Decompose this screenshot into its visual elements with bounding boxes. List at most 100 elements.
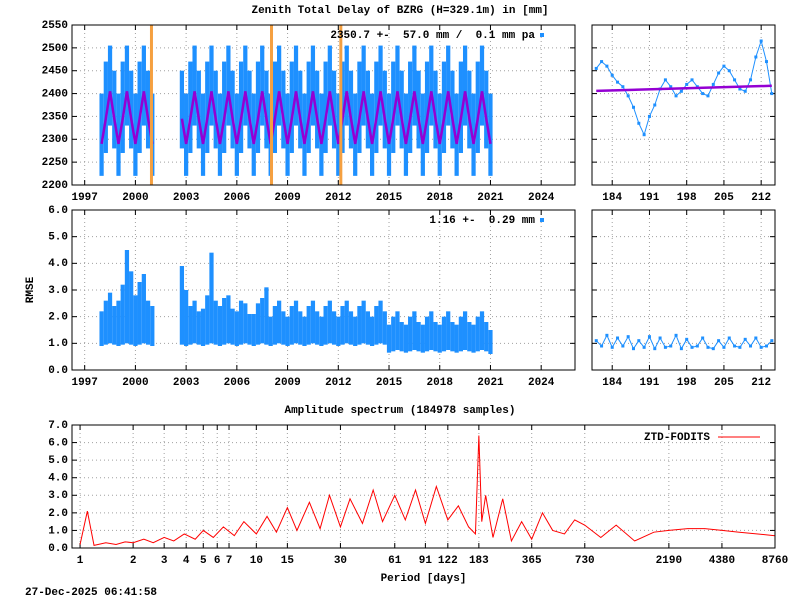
data-range [196, 70, 201, 149]
data-point [749, 78, 753, 82]
y-tick-label: 2.0 [48, 312, 68, 324]
data-range [331, 70, 337, 149]
x-tick-label: 61 [388, 555, 402, 567]
data-range [188, 306, 193, 345]
data-point [663, 345, 667, 349]
x-tick-label: 365 [522, 555, 542, 567]
data-range [315, 70, 320, 149]
data-range [374, 61, 379, 154]
data-range [433, 70, 438, 149]
data-point [749, 344, 753, 348]
data-range [382, 70, 387, 149]
data-range [340, 306, 345, 345]
x-tick-label: 184 [602, 377, 622, 389]
data-range [336, 93, 341, 176]
data-range [184, 290, 189, 346]
data-range [446, 311, 451, 350]
x-tick-label: 212 [751, 192, 771, 204]
data-point [685, 82, 689, 86]
data-range [395, 45, 400, 126]
data-point [669, 344, 673, 348]
data-range [310, 300, 316, 344]
data-range [454, 324, 459, 353]
data-point [663, 78, 667, 82]
data-range [323, 61, 328, 154]
data-range [378, 300, 383, 344]
data-range [129, 70, 134, 149]
data-range [416, 70, 421, 149]
data-range [99, 93, 104, 176]
data-range [315, 311, 320, 345]
data-range [353, 93, 358, 176]
data-range [289, 306, 294, 345]
x-tick-label: 2000 [122, 192, 148, 204]
data-range [479, 45, 485, 126]
plot-frame [71, 424, 776, 549]
x-tick-label: 191 [640, 377, 660, 389]
x-tick-label: 2006 [224, 377, 250, 389]
x-tick-label: 2006 [224, 192, 250, 204]
y-tick-label: 2550 [42, 20, 68, 32]
data-range [437, 93, 442, 176]
data-range [340, 61, 345, 154]
x-tick-label: 7 [226, 555, 233, 567]
data-range [238, 300, 244, 345]
data-range [112, 70, 117, 149]
model-line [100, 91, 492, 145]
data-point [706, 94, 710, 98]
data-range [369, 316, 375, 346]
data-point [642, 345, 646, 349]
data-range [260, 298, 265, 344]
data-range [277, 45, 282, 126]
x-tick-label: 2000 [122, 377, 148, 389]
x-tick-label: 183 [469, 555, 489, 567]
data-point [711, 82, 715, 86]
data-range [230, 70, 235, 149]
data-range [200, 308, 206, 346]
data-range [306, 306, 311, 345]
data-point [759, 39, 763, 43]
data-range [365, 70, 370, 149]
data-point [743, 89, 747, 93]
data-point [733, 78, 737, 82]
data-range [133, 295, 138, 346]
x-tick-label: 10 [250, 555, 263, 567]
data-point [738, 87, 742, 91]
data-range [192, 300, 197, 344]
data-range [179, 266, 185, 345]
data-range [484, 70, 489, 149]
data-point [727, 336, 731, 340]
data-range [306, 61, 311, 154]
data-point [706, 345, 710, 349]
data-point [605, 64, 609, 68]
data-range [454, 93, 459, 176]
y-tick-label: 6.0 [48, 437, 68, 449]
data-range [488, 330, 493, 354]
data-point [626, 94, 630, 98]
data-range [188, 61, 193, 154]
data-point [616, 80, 620, 84]
data-range [429, 311, 434, 350]
y-tick-label: 3.0 [48, 285, 68, 297]
x-tick-label: 2024 [528, 377, 555, 389]
data-range [238, 61, 244, 154]
data-range [416, 322, 421, 352]
data-range [124, 45, 130, 126]
data-range [471, 324, 476, 353]
data-point [685, 337, 689, 341]
data-range [234, 311, 239, 346]
data-range [424, 316, 430, 352]
data-point [637, 121, 641, 125]
data-range [226, 295, 231, 344]
y-tick-label: 2350 [42, 111, 68, 123]
y-tick-label: 5.0 [48, 232, 68, 244]
chart-title: Amplitude spectrum (184978 samples) [284, 405, 515, 417]
data-point [695, 344, 699, 348]
data-range [247, 314, 252, 345]
plot-frame [71, 209, 576, 371]
chart-title: Zenith Total Delay of BZRG (H=329.1m) in… [251, 5, 548, 17]
x-tick-label: 1997 [71, 192, 97, 204]
x-tick-label: 205 [714, 377, 734, 389]
data-range [462, 311, 468, 350]
data-point [610, 345, 614, 349]
